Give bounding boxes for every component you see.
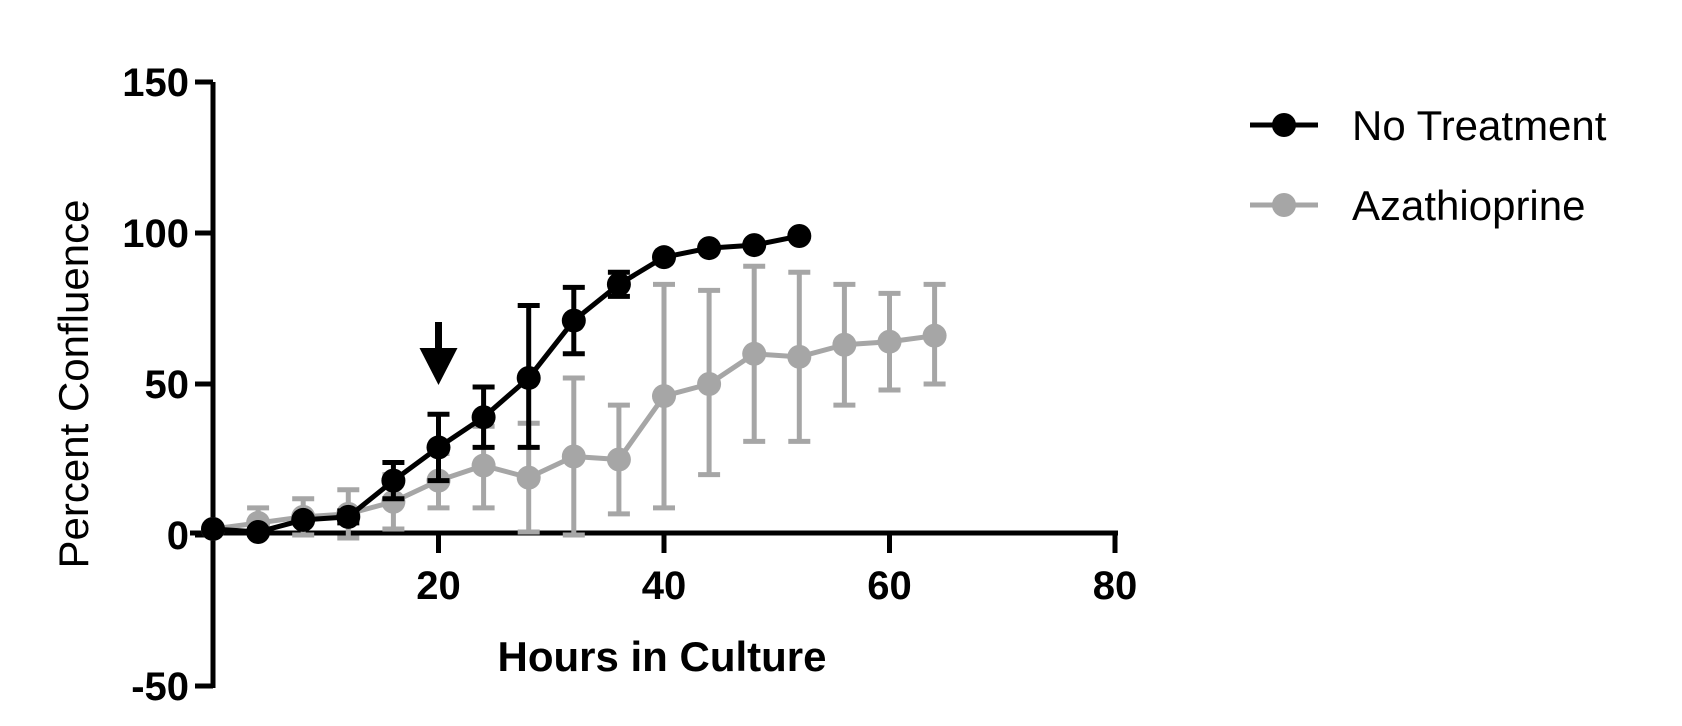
legend: No Treatment Azathioprine (1250, 102, 1607, 229)
data-point (246, 519, 271, 544)
data-point (561, 308, 586, 333)
data-point (922, 323, 947, 348)
data-point (606, 272, 631, 297)
legend-item-no-treatment: No Treatment (1250, 102, 1607, 149)
y-tick-label: 0 (167, 514, 189, 558)
legend-label: No Treatment (1352, 102, 1607, 149)
legend-item-azathioprine: Azathioprine (1250, 182, 1585, 229)
data-point (742, 341, 767, 366)
data-point (561, 444, 586, 469)
x-axis-title: Hours in Culture (497, 633, 826, 680)
y-ticks: 150 100 50 0 -50 (122, 61, 213, 709)
data-point (516, 365, 541, 390)
data-point (742, 233, 767, 258)
data-point (426, 435, 451, 460)
x-ticks: 20 40 60 80 (416, 535, 1137, 608)
x-tick-label: 60 (867, 564, 912, 608)
data-point (606, 447, 631, 472)
data-point (291, 507, 316, 532)
y-tick-label: 100 (122, 212, 189, 256)
data-point (697, 372, 722, 396)
y-tick-label: -50 (131, 665, 189, 709)
legend-marker (1272, 113, 1296, 137)
data-point (787, 224, 812, 249)
data-point (381, 489, 406, 514)
x-tick-label: 80 (1093, 564, 1138, 608)
series-layer (201, 224, 947, 544)
data-point (201, 516, 225, 541)
series-no-treatment (201, 224, 812, 544)
x-tick-label: 40 (642, 564, 687, 608)
y-tick-label: 50 (145, 363, 190, 407)
data-point (877, 329, 902, 354)
data-point (697, 236, 722, 261)
legend-label: Azathioprine (1352, 182, 1585, 229)
arrow-annotation (419, 322, 458, 385)
x-tick-label: 20 (416, 564, 461, 608)
y-axis-title: Percent Confluence (50, 200, 97, 569)
data-point (652, 245, 676, 270)
data-point (336, 504, 361, 529)
arrow-head-icon (419, 348, 458, 385)
data-point (381, 468, 406, 493)
data-point (652, 384, 676, 409)
data-point (832, 332, 857, 357)
data-point (516, 465, 541, 490)
legend-marker (1272, 193, 1296, 217)
data-point (787, 344, 812, 369)
data-point (471, 453, 496, 478)
y-tick-label: 150 (122, 61, 189, 105)
data-point (471, 405, 496, 430)
